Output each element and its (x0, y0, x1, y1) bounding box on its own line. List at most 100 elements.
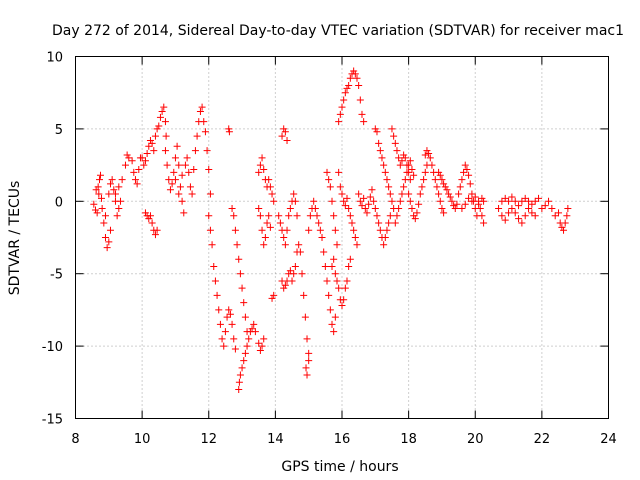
y-tick-label: -10 (42, 340, 63, 355)
data-point (188, 190, 196, 198)
data-point (498, 197, 506, 205)
data-point (341, 202, 349, 210)
data-point (350, 226, 358, 234)
data-point (278, 132, 286, 140)
data-point (235, 255, 243, 263)
data-point (225, 128, 233, 136)
data-point (468, 197, 476, 205)
data-point (375, 219, 383, 227)
data-point (205, 212, 213, 220)
data-point (411, 215, 419, 223)
y-tick-label: 10 (46, 51, 63, 66)
axis-ticks (75, 56, 609, 419)
data-point (156, 113, 164, 121)
data-point (238, 364, 246, 372)
data-point (260, 241, 268, 249)
data-point (166, 186, 174, 194)
data-point (178, 171, 186, 179)
data-point (401, 154, 409, 162)
data-point (538, 205, 546, 213)
data-point (341, 284, 349, 292)
data-point (395, 205, 403, 213)
data-point (148, 219, 156, 227)
data-point (281, 128, 289, 136)
data-point (511, 209, 519, 217)
data-point (153, 226, 161, 234)
data-point (505, 197, 513, 205)
data-point (436, 197, 444, 205)
data-point (210, 262, 218, 270)
data-point (91, 206, 99, 214)
data-point (328, 262, 336, 270)
data-point (343, 194, 351, 202)
data-point (98, 205, 106, 213)
data-point (421, 168, 429, 176)
data-point (285, 212, 293, 220)
data-point (183, 154, 191, 162)
data-point (461, 161, 469, 169)
data-point (256, 161, 264, 169)
data-point (508, 193, 516, 201)
data-point (266, 183, 274, 191)
data-point (123, 151, 131, 159)
data-point (388, 197, 396, 205)
data-point (383, 226, 391, 234)
data-point (175, 161, 183, 169)
data-point (238, 284, 246, 292)
data-point (225, 125, 233, 133)
data-point (296, 248, 304, 256)
data-point (213, 291, 221, 299)
data-point (478, 212, 486, 220)
data-point (371, 205, 379, 213)
data-point (103, 244, 111, 252)
data-point (208, 241, 216, 249)
data-point (398, 190, 406, 198)
data-point (175, 190, 183, 198)
data-point (280, 125, 288, 133)
data-point (545, 197, 553, 205)
data-point (396, 161, 404, 169)
data-point (95, 176, 103, 184)
data-point (270, 197, 278, 205)
data-point (331, 270, 339, 278)
data-point (525, 197, 533, 205)
data-point (330, 212, 338, 220)
data-point (153, 125, 161, 133)
data-point (386, 190, 394, 198)
data-point (336, 110, 344, 118)
data-point (258, 154, 266, 162)
data-point (413, 209, 421, 217)
x-tick-label: 12 (200, 432, 217, 447)
data-point (305, 226, 313, 234)
data-point (346, 212, 354, 220)
data-point (143, 150, 151, 158)
data-point (225, 306, 233, 314)
data-point (228, 320, 236, 328)
data-point (206, 190, 214, 198)
data-point (418, 183, 426, 191)
data-point (281, 281, 289, 289)
data-point (303, 371, 311, 379)
data-point (335, 168, 343, 176)
data-point (511, 197, 519, 205)
data-point (145, 142, 153, 150)
data-point (326, 183, 334, 191)
data-point (346, 255, 354, 263)
data-point (331, 313, 339, 321)
data-point (215, 306, 223, 314)
data-point (428, 161, 436, 169)
data-point (353, 241, 361, 249)
data-point (198, 103, 206, 111)
data-point (141, 157, 149, 165)
data-point (223, 313, 231, 321)
data-point (398, 157, 406, 165)
data-point (448, 197, 456, 205)
data-point (251, 328, 259, 336)
x-tick-label: 24 (600, 432, 617, 447)
data-point (146, 212, 154, 220)
data-point (333, 277, 341, 285)
data-point (508, 205, 516, 213)
data-point (563, 212, 571, 220)
data-point (343, 277, 351, 285)
data-point (318, 234, 326, 241)
